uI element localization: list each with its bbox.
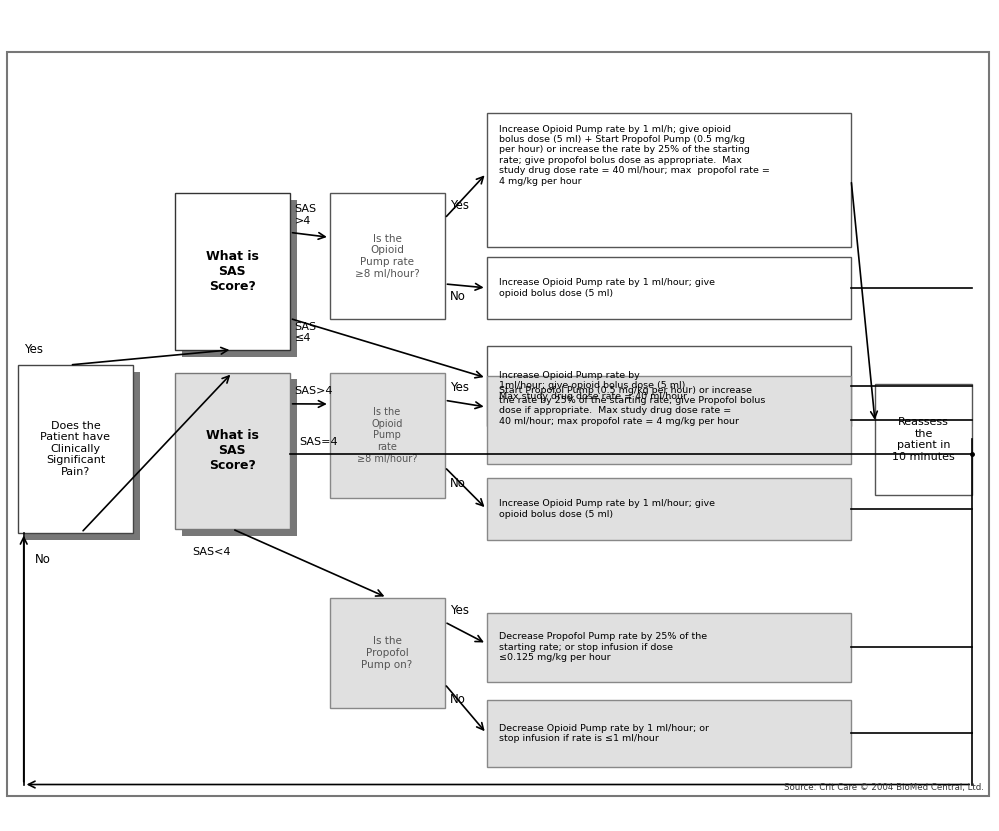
Text: Yes: Yes (450, 199, 469, 213)
FancyBboxPatch shape (487, 257, 851, 319)
FancyBboxPatch shape (25, 371, 140, 539)
Text: SAS>4: SAS>4 (295, 386, 334, 396)
Text: Yes: Yes (450, 604, 469, 617)
FancyBboxPatch shape (487, 113, 851, 247)
Text: Is the
Propofol
Pump on?: Is the Propofol Pump on? (362, 637, 413, 670)
FancyBboxPatch shape (330, 194, 445, 319)
FancyBboxPatch shape (182, 200, 297, 356)
Text: No: No (35, 553, 51, 566)
Text: SAS
≤4: SAS ≤4 (295, 322, 317, 343)
Text: Reassess
the
patient in
10 minutes: Reassess the patient in 10 minutes (892, 417, 955, 462)
Text: SAS=4: SAS=4 (300, 437, 339, 447)
FancyBboxPatch shape (330, 597, 445, 708)
FancyBboxPatch shape (487, 376, 851, 464)
FancyBboxPatch shape (487, 478, 851, 540)
FancyBboxPatch shape (487, 613, 851, 681)
Text: Increase Opioid Pump rate by 1 ml/hour; give
opioid bolus dose (5 ml): Increase Opioid Pump rate by 1 ml/hour; … (499, 499, 714, 519)
FancyBboxPatch shape (487, 346, 851, 426)
Text: Does the
Patient have
Clinically
Significant
Pain?: Does the Patient have Clinically Signifi… (40, 420, 111, 477)
FancyBboxPatch shape (330, 372, 445, 499)
FancyBboxPatch shape (487, 700, 851, 767)
Text: Medscape®: Medscape® (18, 11, 110, 24)
Text: Yes: Yes (24, 343, 43, 356)
Text: Is the
Opioid
Pump rate
≥8 ml/hour?: Is the Opioid Pump rate ≥8 ml/hour? (355, 234, 420, 278)
Text: Increase Opioid Pump rate by
1ml/hour; give opioid bolus dose (5 ml).
Max study : Increase Opioid Pump rate by 1ml/hour; g… (499, 371, 688, 401)
Text: Increase Opioid Pump rate by 1 ml/hour; give
opioid bolus dose (5 ml): Increase Opioid Pump rate by 1 ml/hour; … (499, 278, 714, 297)
Text: Yes: Yes (450, 381, 469, 394)
Text: Decrease Opioid Pump rate by 1 ml/hour; or
stop infusion if rate is ≤1 ml/hour: Decrease Opioid Pump rate by 1 ml/hour; … (499, 724, 708, 743)
Text: What is
SAS
Score?: What is SAS Score? (206, 250, 259, 293)
FancyBboxPatch shape (175, 372, 290, 529)
Text: SAS
>4: SAS >4 (295, 204, 317, 226)
FancyBboxPatch shape (175, 194, 290, 350)
Text: What is
SAS
Score?: What is SAS Score? (206, 430, 259, 472)
Text: No: No (450, 290, 466, 303)
FancyBboxPatch shape (875, 384, 972, 494)
Text: Is the
Opioid
Pump
rate
≥8 ml/hour?: Is the Opioid Pump rate ≥8 ml/hour? (357, 407, 418, 464)
Text: SAS<4: SAS<4 (192, 547, 231, 557)
Text: Source: Crit Care © 2004 BioMed Central, Ltd.: Source: Crit Care © 2004 BioMed Central,… (784, 783, 984, 792)
Text: No: No (450, 477, 466, 489)
FancyBboxPatch shape (182, 380, 297, 536)
Text: Start Propofol Pump (0.5 mg/kg per hour) or increase
the rate by 25% of the star: Start Propofol Pump (0.5 mg/kg per hour)… (499, 386, 765, 425)
Text: www.medscape.com: www.medscape.com (230, 11, 359, 24)
Text: No: No (450, 693, 466, 706)
Text: Increase Opioid Pump rate by 1 ml/h; give opioid
bolus dose (5 ml) + Start Propo: Increase Opioid Pump rate by 1 ml/h; giv… (499, 125, 769, 185)
Text: Decrease Propofol Pump rate by 25% of the
starting rate; or stop infusion if dos: Decrease Propofol Pump rate by 25% of th… (499, 632, 706, 662)
FancyBboxPatch shape (18, 365, 133, 533)
